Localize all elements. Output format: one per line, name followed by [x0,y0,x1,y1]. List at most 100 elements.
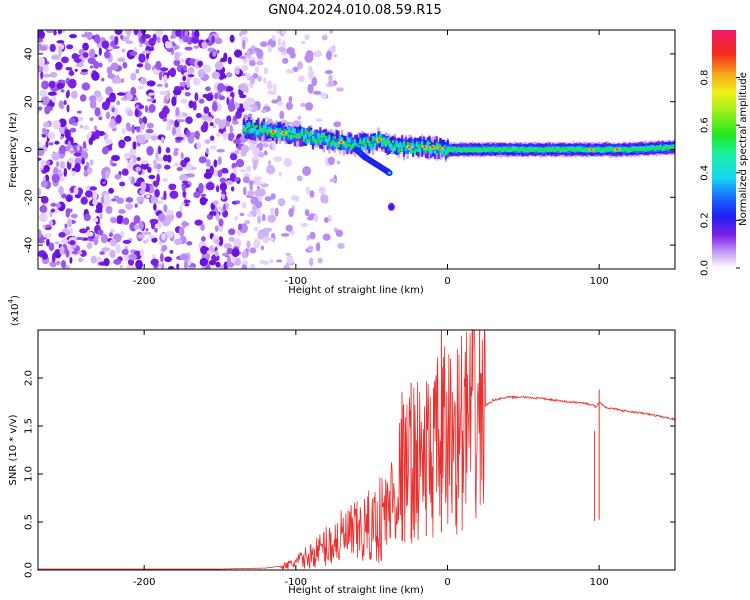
noise-speckle [229,34,235,43]
signal-ridge-cell [397,143,400,149]
signal-ridge-cell [333,135,336,144]
signal-ridge-cell [448,147,451,151]
noise-speckle [93,61,100,69]
noise-speckle [164,83,169,88]
noise-speckle [74,162,81,173]
signal-ridge-cell [293,128,296,135]
noise-speckle [273,156,283,162]
noise-speckle [88,137,93,146]
noise-speckle [209,122,214,127]
noise-speckle [70,213,78,219]
signal-ridge-cell [412,143,415,149]
signal-ridge-cell [297,135,300,139]
signal-ridge-cell [259,124,262,128]
noise-speckle [64,223,68,229]
signal-ridge-cell [435,142,438,146]
noise-speckle [162,117,167,122]
noise-speckle [137,85,145,90]
signal-ridge-cell [364,136,367,145]
signal-ridge-cell [382,142,386,146]
noise-speckle [111,154,120,162]
noise-speckle [141,32,146,43]
noise-speckle [61,238,69,244]
signal-ridge-cell [299,132,302,147]
noise-speckle [111,198,117,202]
noise-speckle [202,64,212,73]
noise-speckle [45,30,55,34]
signal-ridge-cell [446,151,449,154]
noise-speckle [81,82,91,91]
signal-ridge-cell [333,136,336,140]
noise-speckle [241,201,247,209]
signal-ridge-cell [319,135,322,138]
noise-speckle [136,63,144,68]
signal-ridge-cell [464,149,467,152]
noise-speckle [178,86,185,91]
noise-speckle [121,127,126,135]
signal-ridge-cell [353,139,356,142]
noise-speckle [122,61,128,69]
noise-speckle [97,229,104,236]
noise-speckle [154,188,160,198]
signal-ridge-cell [271,134,275,138]
noise-speckle [79,94,87,102]
signal-ridge-cell [341,142,344,151]
noise-speckle [328,30,333,34]
signal-ridge-cell [375,140,378,144]
signal-ridge-cell [311,137,315,141]
noise-speckle [56,161,60,168]
noise-speckle [116,92,126,96]
signal-ridge-cell [271,131,275,137]
noise-speckle [83,165,88,172]
signal-ridge-cell [351,145,355,149]
noise-speckle [156,163,162,170]
noise-speckle [158,241,163,246]
noise-speckle [109,228,116,234]
noise-speckle [268,90,277,95]
signal-ridge-cell [384,141,387,148]
noise-speckle [46,238,50,247]
noise-speckle [174,136,184,141]
noise-speckle [202,121,209,131]
noise-speckle [204,139,211,144]
noise-speckle [110,62,119,71]
noise-speckle [103,193,109,204]
noise-speckle [77,116,84,122]
top-x-axis-label: Height of straight line (km) [288,285,424,296]
noise-speckle [240,144,250,153]
noise-speckle [269,258,274,264]
noise-speckle [108,187,115,194]
noise-speckle [173,150,179,157]
signal-ridge-cell [348,137,351,143]
noise-speckle [161,244,168,251]
noise-speckle [169,119,175,125]
noise-speckle [69,227,74,236]
noise-speckle [206,264,211,269]
noise-speckle [77,257,84,263]
noise-speckle [130,72,137,81]
noise-speckle [116,100,120,106]
signal-ridge-cell [401,145,404,151]
signal-ridge-cell [384,139,387,143]
signal-ridge-cell [351,139,355,148]
signal-hotspot [438,147,442,150]
signal-ridge-cell [581,147,584,151]
signal-ridge-cell [555,147,558,150]
noise-speckle [51,252,56,263]
signal-ridge-cell [439,138,442,150]
noise-speckle [184,46,193,51]
signal-ridge-cell [424,150,427,154]
noise-speckle [246,97,255,102]
colorbar: 0.0 0.2 0.4 0.6 0.8 Normalized spectral ampl… [700,30,749,276]
signal-ridge-cell [321,138,324,142]
noise-speckle [49,71,58,78]
signal-ridge-cell [417,144,420,148]
noise-speckle [148,174,156,180]
noise-speckle [288,95,293,103]
signal-ridge-cell [362,137,366,143]
noise-speckle [81,157,85,165]
noise-speckle [333,54,338,58]
noise-speckle [307,65,313,71]
noise-speckle [264,196,272,202]
signal-ridge-cell [490,148,493,151]
